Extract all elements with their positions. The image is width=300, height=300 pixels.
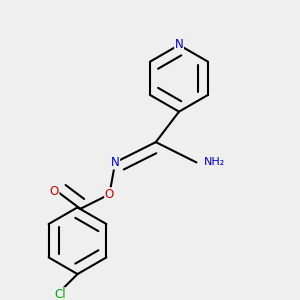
Text: N: N — [111, 156, 120, 169]
Text: NH₂: NH₂ — [204, 158, 225, 167]
Text: O: O — [105, 188, 114, 201]
Text: O: O — [50, 185, 59, 198]
Text: N: N — [175, 38, 183, 52]
Text: Cl: Cl — [54, 288, 66, 300]
